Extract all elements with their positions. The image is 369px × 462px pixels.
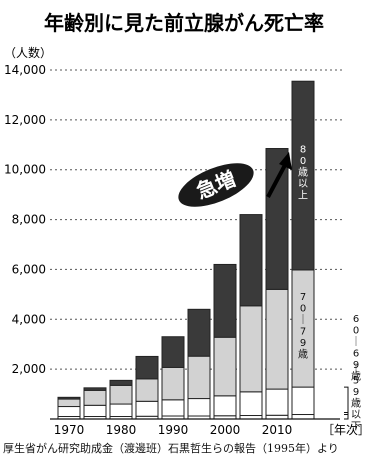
bar-segment xyxy=(83,404,107,418)
bar-segment xyxy=(265,388,289,416)
bar-segment xyxy=(83,387,107,391)
y-tick-label: 2,000 xyxy=(12,362,46,376)
bar-segment xyxy=(135,355,159,380)
bar-segment xyxy=(239,391,263,417)
y-tick-label: 14,000 xyxy=(4,63,46,77)
segment-label: 6 0 ｜ 6 9 歳60〜69歳 xyxy=(351,314,361,383)
y-tick-label: 8,000 xyxy=(12,213,46,227)
y-tick-label: 10,000 xyxy=(4,163,46,177)
bar-segment xyxy=(161,366,185,401)
bar-segment xyxy=(161,336,185,368)
bar-segment xyxy=(187,308,211,357)
bar-segment xyxy=(57,396,81,400)
x-axis-label: ［年次］ xyxy=(322,423,369,437)
bar-segment xyxy=(187,355,211,400)
bar-segment xyxy=(291,386,315,416)
bar-segment xyxy=(213,263,237,338)
bar-segment xyxy=(135,378,159,402)
bar-segment xyxy=(109,379,133,386)
segment-label: 8 0 歳以上80歳以上 xyxy=(298,145,308,202)
segment-label: 7 0 ｜ 7 9 歳70〜79歳 xyxy=(298,292,308,361)
bar-segment xyxy=(57,398,81,408)
segment-labels: 8 0 歳以上80歳以上 7 0 ｜ 7 9 歳70〜79歳 6 0 ｜ 6 9 歳60〜69歳｜ 5 9 歳以下… xyxy=(298,145,361,433)
x-tick-labels: 1970 1980 1990 2000 2010 xyxy=(54,423,293,437)
annotation-arrow-shaft xyxy=(266,164,287,198)
x-tick-label: 1970 xyxy=(54,423,85,437)
bar-segment xyxy=(239,214,263,307)
x-tick-label: 2000 xyxy=(210,423,241,437)
y-tick-labels: 2,000 4,000 6,000 8,000 10,000 12,000 14,000 xyxy=(4,63,46,376)
bars xyxy=(57,80,315,420)
bar-segment xyxy=(239,305,263,393)
bar-segment xyxy=(57,406,81,418)
bar-segment xyxy=(109,384,133,405)
y-tick-label: 6,000 xyxy=(12,262,46,276)
x-tick-label: 1980 xyxy=(106,423,137,437)
y-tick-label: 4,000 xyxy=(12,312,46,326)
bar-segment xyxy=(213,336,237,397)
bar-segment xyxy=(213,395,237,417)
bar-segment xyxy=(109,403,133,418)
chart-title: 年齢別に見た前立腺がん死亡率 xyxy=(44,11,324,35)
label-bracket xyxy=(344,412,349,420)
bar-segment xyxy=(265,148,289,290)
y-axis-label: （人数） xyxy=(4,45,52,60)
bar-segment xyxy=(83,389,107,406)
x-tick-label: 2010 xyxy=(262,423,293,437)
bar-segment xyxy=(187,398,211,417)
bar-segment xyxy=(135,400,159,417)
bar-segment xyxy=(291,80,315,271)
label-bracket xyxy=(344,386,349,416)
bar-segment xyxy=(291,414,315,420)
y-tick-label: 12,000 xyxy=(4,113,46,127)
annotation-burst xyxy=(178,163,254,207)
bar-segment xyxy=(265,288,289,390)
bar-segment xyxy=(161,399,185,417)
annotation-arrowhead xyxy=(279,152,292,170)
x-tick-label: 1990 xyxy=(158,423,189,437)
source-note: 厚生省がん研究助成金（渡邊班）石黒哲生らの報告（1995年）より xyxy=(3,442,339,455)
